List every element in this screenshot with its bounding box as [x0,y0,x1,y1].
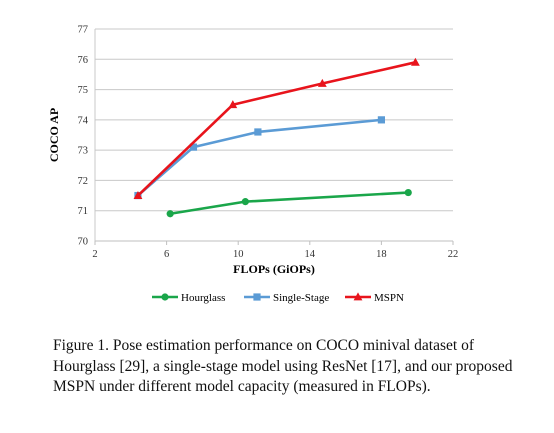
mspn-point [411,57,420,66]
y-tick-label: 73 [78,146,89,157]
series-hourglass [166,188,412,218]
legend-marker [353,292,363,301]
x-tick-label: 22 [448,249,459,260]
y-tick-label: 71 [78,206,89,217]
x-tick-label: 14 [305,249,316,260]
x-tick-label: 18 [376,249,387,260]
single-stage-point [189,143,198,151]
series-single-stage [134,116,385,200]
y-tick-label: 74 [78,115,89,126]
line-chart: 70 71 72 73 74 75 76 77 2 6 10 14 18 22 FLOPs (GiOPs)… [47,25,459,305]
single-stage-line [137,118,382,197]
legend-item-mspn: MSPN [345,292,404,304]
y-tick-label: 77 [78,25,89,36]
hourglass-point [166,210,174,218]
x-tick-label: 10 [233,249,244,260]
single-stage-point [377,116,385,124]
y-tick-label: 76 [78,55,89,66]
series-group [133,57,420,218]
y-tick-label: 75 [78,85,89,96]
hourglass-point [241,198,249,206]
y-axis-title: COCO AP [47,108,61,162]
figure-caption: Figure 1. Pose estimation performance on… [53,337,513,395]
legend: Hourglass Single-Stage MSPN [152,292,404,304]
mspn-point [228,100,238,109]
legend-label: Single-Stage [273,292,329,304]
y-tick-label: 70 [78,237,89,248]
x-tick-label: 6 [164,249,169,260]
legend-label: Hourglass [181,292,225,304]
legend-item-hourglass: Hourglass [152,292,225,304]
axes: 70 71 72 73 74 75 76 77 2 6 10 14 18 22 [78,25,459,261]
x-axis-title: FLOPs (GiOPs) [233,262,315,276]
legend-marker [253,293,261,301]
hourglass-point [404,188,412,197]
legend-marker [161,293,169,301]
y-tick-label: 72 [78,176,89,187]
series-mspn [133,57,420,199]
mspn-point [133,190,143,199]
mspn-point [317,78,327,87]
legend-label: MSPN [374,292,404,304]
legend-item-single-stage: Single-Stage [244,292,329,304]
mspn-line [137,61,416,197]
x-tick-label: 2 [92,249,97,260]
grid-lines [95,28,453,242]
single-stage-point [254,128,262,136]
